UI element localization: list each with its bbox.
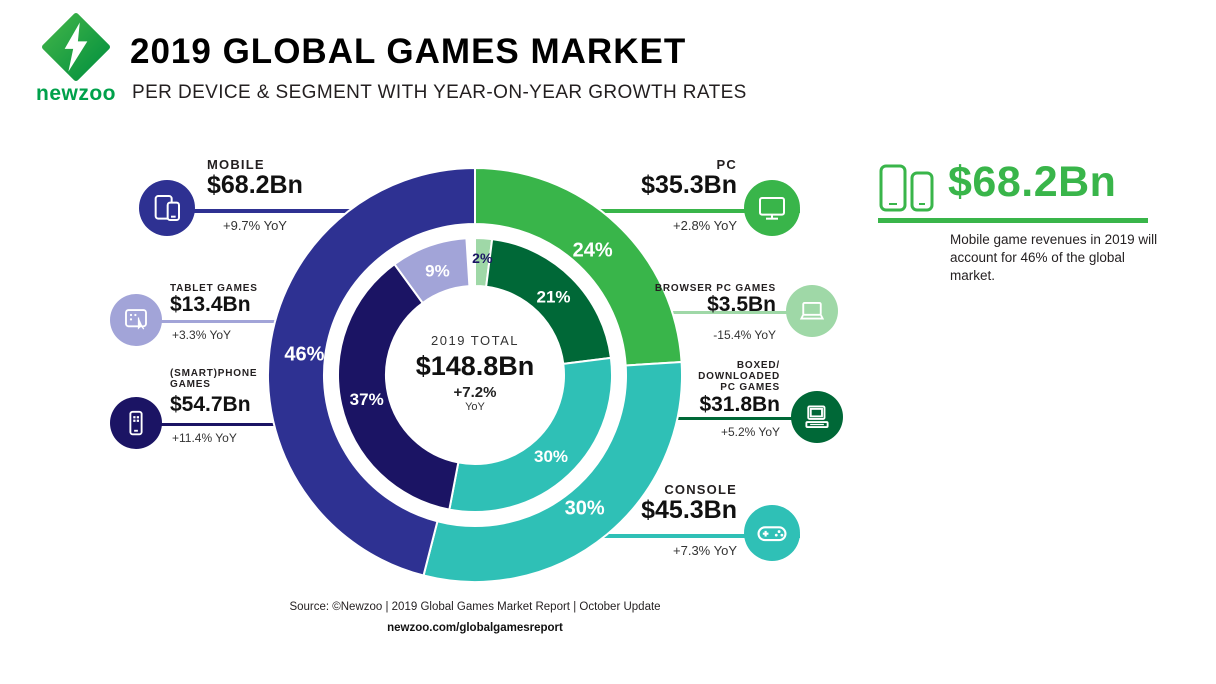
desktop-monitor-icon (759, 197, 785, 220)
console-icon-circle (744, 505, 800, 561)
console-callout-growth: +7.3% YoY (673, 543, 737, 558)
boxed-pc-callout-name: BOXED/ DOWNLOADED PC GAMES (698, 360, 780, 393)
smartphone-callout-line (118, 423, 284, 426)
pc-callout-value: $35.3Bn (641, 171, 737, 199)
tablet-callout-line (118, 320, 288, 323)
pc-callout-name: PC (716, 157, 737, 172)
brand-wordmark: newzoo (36, 82, 116, 105)
donut-segment-devices-console (422, 360, 683, 583)
donut-center-label: 2019 TOTAL (431, 333, 519, 348)
report-url: newzoo.com/globalgamesreport (387, 622, 563, 634)
mobile-callout-name: MOBILE (207, 157, 265, 172)
gamepad-icon (757, 526, 787, 542)
tablet-icon-circle (110, 294, 162, 346)
browser-pc-callout-line (650, 311, 812, 314)
source-line: Source: ©Newzoo | 2019 Global Games Mark… (289, 601, 661, 613)
boxed-pc-callout-value: $31.8Bn (699, 393, 780, 416)
laptop-icon (799, 301, 825, 320)
tablet-hand-icon (125, 309, 147, 330)
donut-center-total: $148.8Bn (415, 350, 535, 381)
donut-segment-label-console: 30% (565, 498, 605, 520)
donut-segment-label-browser-pc-games: 2% (472, 250, 493, 266)
smartphone-icon-circle (110, 397, 162, 449)
tablet-callout-value: $13.4Bn (170, 293, 251, 316)
donut-segment-segments-console (448, 356, 613, 513)
console-callout-line (600, 534, 800, 538)
mobile-callout-value: $68.2Bn (207, 171, 303, 199)
mobile-devices-highlight-icon (879, 164, 934, 212)
donut-center-growth-suffix: YoY (465, 401, 485, 414)
browser-pc-icon-circle (786, 285, 838, 337)
donut-segment-label-boxed-downloaded-pc-games: 21% (536, 288, 570, 307)
pc-callout-growth: +2.8% YoY (673, 218, 737, 233)
newzoo-logo-icon (42, 13, 110, 81)
donut-chart: 24% 30% 46% 2% 21% 30% 37% 9% (266, 166, 683, 583)
retro-computer-icon (805, 405, 829, 428)
smartphone-callout-name: (SMART)PHONE GAMES (170, 368, 258, 390)
page-subtitle: PER DEVICE & SEGMENT WITH YEAR-ON-YEAR G… (132, 82, 747, 103)
boxed-pc-callout-line (655, 417, 820, 420)
page-title: 2019 GLOBAL GAMES MARKET (130, 32, 687, 71)
tablet-callout-name: TABLET GAMES (170, 283, 258, 294)
highlight-text: Mobile game revenues in 2019 will accoun… (950, 232, 1158, 284)
highlight-value: $68.2Bn (948, 158, 1117, 206)
pc-callout-line (568, 209, 800, 213)
donut-segment-label--smart-phone-games: 37% (350, 390, 384, 409)
smartphone-callout-growth: +11.4% YoY (172, 431, 237, 445)
phone-tablet-icon (154, 195, 180, 221)
smartphone-callout-value: $54.7Bn (170, 393, 251, 416)
donut-segment-label-pc: 24% (573, 240, 613, 262)
console-callout-value: $45.3Bn (641, 496, 737, 524)
boxed-pc-callout-growth: +5.2% YoY (720, 425, 780, 439)
browser-pc-callout-name: BROWSER PC GAMES (654, 283, 776, 294)
mobile-callout-growth: +9.7% YoY (223, 218, 287, 233)
mobile-icon-circle (139, 180, 195, 236)
donut-center-block: 2019 TOTAL $148.8Bn +7.2% YoY (385, 333, 565, 414)
donut-segment-devices-mobile (266, 166, 476, 577)
donut-segment-label-console: 30% (534, 447, 568, 466)
donut-segment-label-tablet-games: 9% (425, 262, 450, 281)
tablet-callout-growth: +3.3% YoY (172, 328, 232, 342)
highlight-divider (878, 218, 1148, 223)
donut-segment-label-mobile: 46% (284, 343, 324, 365)
boxed-pc-icon-circle (791, 391, 843, 443)
browser-pc-callout-growth: -15.4% YoY (713, 328, 776, 342)
pc-icon-circle (744, 180, 800, 236)
donut-center-growth: +7.2% (453, 383, 497, 401)
browser-pc-callout-value: $3.5Bn (707, 293, 776, 316)
mobile-callout-line (150, 209, 372, 213)
donut-segment-segments--smart-phone-games (337, 262, 460, 511)
smartphone-icon (129, 410, 143, 436)
donut-segment-segments-tablet-games (393, 237, 471, 305)
console-callout-name: CONSOLE (664, 482, 737, 497)
